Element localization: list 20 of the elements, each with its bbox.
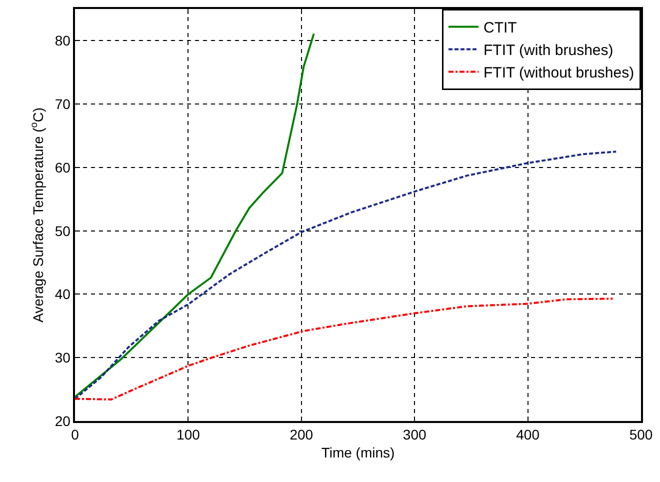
line-series	[75, 150, 618, 400]
y-tick-label: 20	[54, 412, 71, 429]
line-series	[75, 32, 315, 398]
x-tick-label: 100	[176, 426, 200, 443]
x-tick-label: 400	[516, 426, 540, 443]
y-tick-label: 60	[54, 159, 71, 176]
line-series	[75, 298, 614, 400]
x-tick-label: 300	[402, 426, 426, 443]
y-tick-label: 30	[54, 350, 71, 366]
legend-label: FTIT (with brushes)	[484, 42, 614, 60]
x-tick-label: 200	[290, 426, 314, 443]
legend-label: FTIT (without brushes)	[484, 64, 634, 82]
y-tick-label: 70	[54, 96, 71, 112]
x-axis-title: Time (mins)	[321, 444, 395, 460]
x-tick-label: 500	[629, 426, 653, 443]
y-tick-label: 50	[54, 222, 71, 239]
y-tick-label: 80	[54, 32, 71, 49]
x-tick-label: 0	[71, 426, 80, 443]
y-tick-label: 40	[54, 286, 71, 302]
legend-label: CTIT	[484, 20, 517, 37]
